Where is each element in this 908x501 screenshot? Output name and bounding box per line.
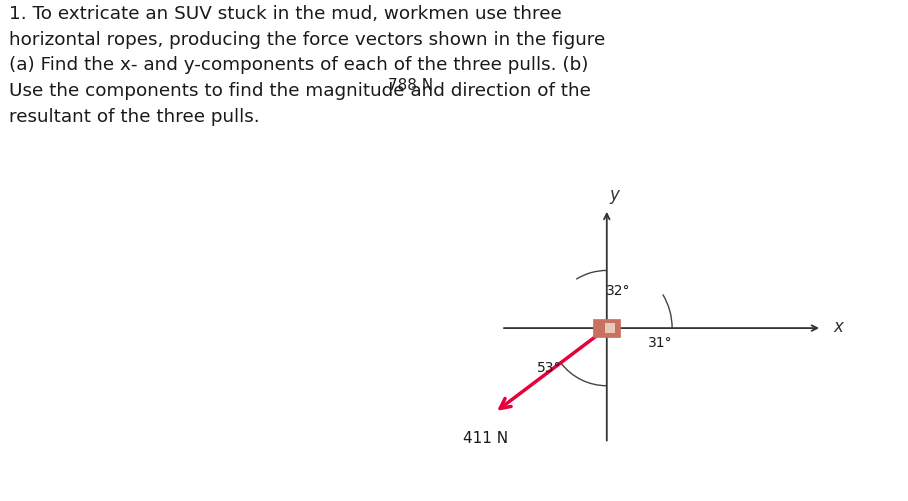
Bar bbox=[593, 320, 620, 337]
Text: y: y bbox=[609, 186, 619, 204]
Text: 411 N: 411 N bbox=[462, 430, 508, 445]
Text: 31°: 31° bbox=[648, 335, 673, 349]
Bar bbox=[606, 324, 615, 333]
Text: 1. To extricate an SUV stuck in the mud, workmen use three
horizontal ropes, pro: 1. To extricate an SUV stuck in the mud,… bbox=[9, 5, 606, 126]
Text: x: x bbox=[834, 318, 844, 336]
Text: 32°: 32° bbox=[606, 283, 630, 297]
Text: 53°: 53° bbox=[537, 360, 561, 374]
Text: 788 N: 788 N bbox=[388, 78, 433, 93]
